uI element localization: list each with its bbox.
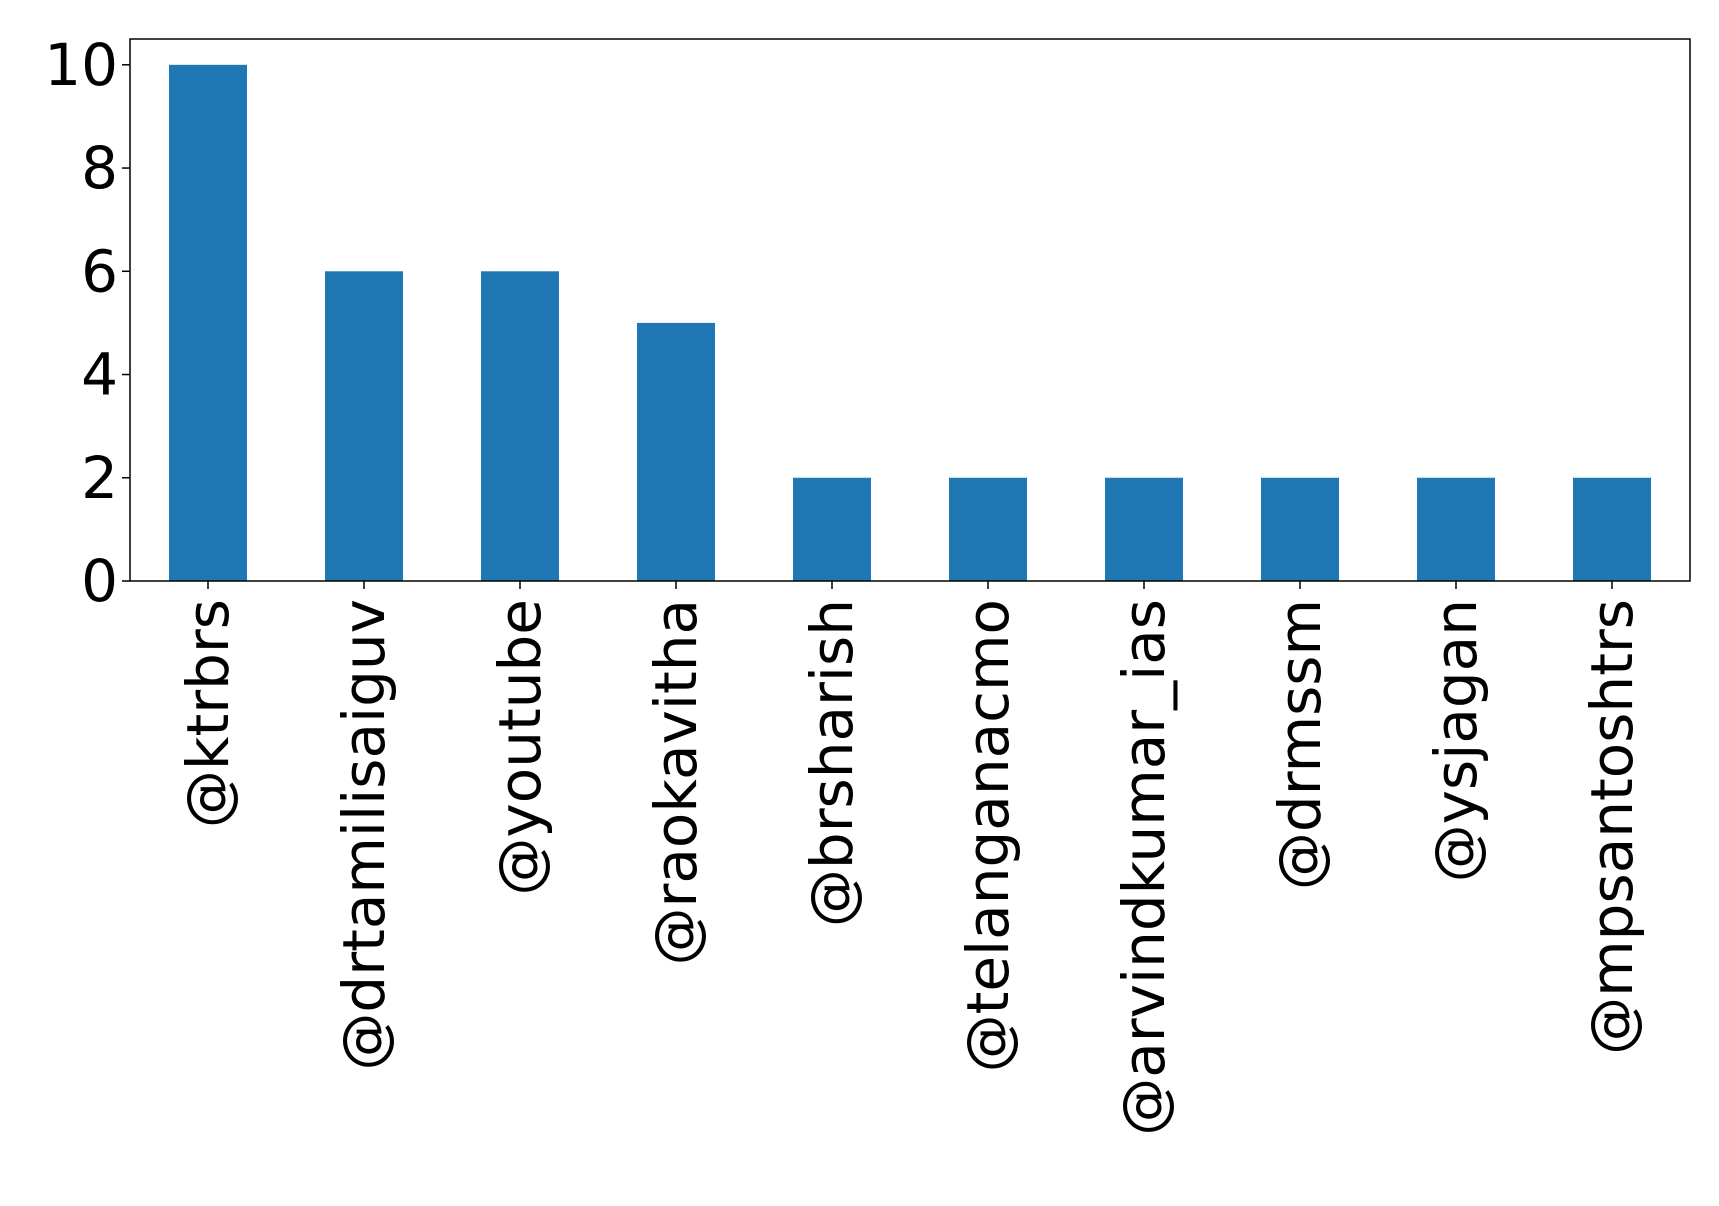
y-tick-label: 8 [81,134,118,202]
bars-group [169,64,1651,582]
ticks-group: @ktrbrs @drtamilisaiguv @youtube @raokavith… [44,31,1646,1136]
x-tick-label: @arvindkumar_ias [1110,599,1178,1136]
bar-drmssm [1261,477,1339,581]
plot-frame [129,38,1691,582]
bar-drtamilisaiguv [325,271,403,581]
x-tick-label: @ktrbrs [174,599,242,828]
bar-arvindkumar_ias [1105,477,1183,581]
x-tick-label: @drmssm [1266,599,1334,890]
bar-raokavitha [637,322,715,581]
bar-ktrbrs [169,64,247,582]
y-tick-label: 4 [81,341,118,409]
x-tick-label: @raokavitha [642,599,710,965]
x-tick-label: @ysjagan [1422,599,1490,882]
y-tick-label: 6 [81,237,118,305]
x-tick-label: @brsharish [798,599,866,927]
x-tick-label: @telanganacmo [954,599,1022,1072]
x-tick-label: @mpsantoshtrs [1578,599,1646,1055]
bar-brsharish [793,477,871,581]
x-tick-label: @youtube [486,599,554,896]
y-tick-label: 0 [81,547,118,615]
y-tick-label: 2 [81,444,118,512]
bar-mpsantoshtrs [1573,477,1651,581]
x-tick-label: @drtamilisaiguv [330,599,398,1071]
bar-ysjagan [1417,477,1495,581]
bar-youtube [481,271,559,581]
y-tick-label: 10 [44,31,118,99]
bar-telanganacmo [949,477,1027,581]
